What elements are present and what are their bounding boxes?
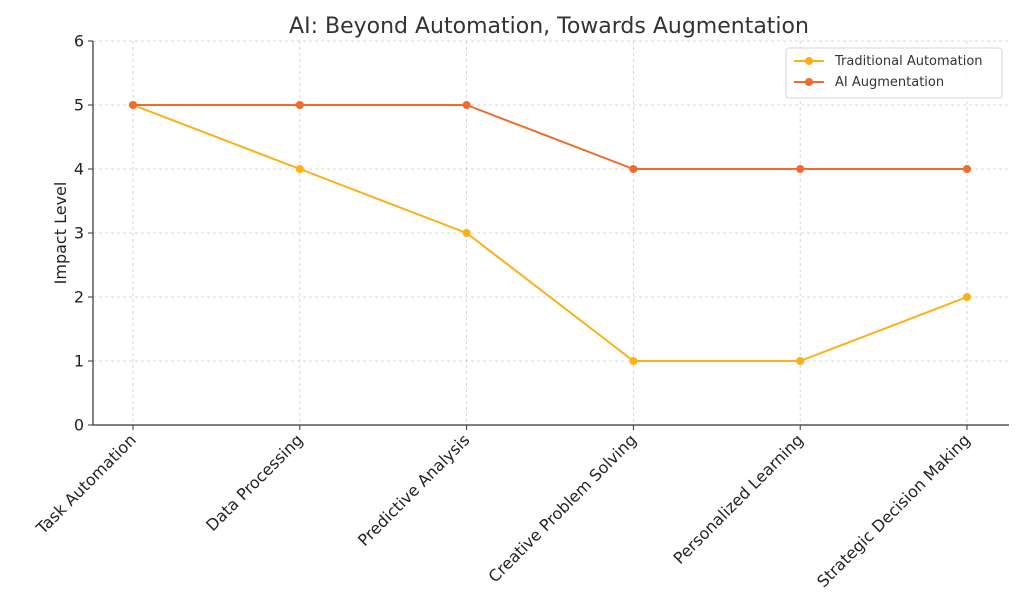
x-tick-label: Strategic Decision Making — [813, 430, 974, 591]
legend-label-ai-augmentation: AI Augmentation — [835, 75, 944, 90]
y-tick-label: 4 — [74, 160, 84, 179]
data-point-traditional-automation — [796, 357, 805, 365]
y-tick-label: 1 — [74, 352, 84, 371]
y-tick-label: 5 — [74, 96, 84, 115]
data-point-ai-augmentation — [129, 101, 137, 109]
legend-label-traditional-automation: Traditional Automation — [834, 54, 983, 69]
x-tick-label: Data Processing — [202, 430, 306, 534]
y-axis-title: Impact Level — [51, 182, 70, 285]
legend: Traditional Automation AI Augmentation — [785, 47, 1003, 99]
chart-title: AI: Beyond Automation, Towards Augmentat… — [289, 14, 809, 39]
x-tick-label: Task Automation — [32, 430, 140, 538]
x-tick-label: Personalized Learning — [670, 430, 807, 567]
series-line-traditional-automation — [132, 104, 968, 362]
data-point-traditional-automation — [295, 165, 304, 173]
data-point-ai-augmentation — [462, 101, 471, 109]
y-tick-label: 6 — [74, 32, 84, 51]
data-point-ai-augmentation — [629, 165, 638, 173]
legend-swatch-marker — [805, 78, 813, 86]
grid — [93, 40, 1009, 425]
axes — [88, 40, 1009, 430]
data-point-traditional-automation — [629, 357, 638, 365]
x-tick-label: Predictive Analysis — [354, 430, 473, 549]
data-point-ai-augmentation — [963, 165, 971, 173]
y-tick-label: 0 — [74, 416, 84, 435]
data-point-traditional-automation — [963, 293, 971, 301]
tick-labels: 0 1 2 3 4 5 6 Task Automation Data Processing Pre… — [32, 32, 974, 592]
data-point-ai-augmentation — [796, 165, 805, 173]
data-point-traditional-automation — [462, 229, 471, 237]
legend-frame — [785, 47, 1003, 99]
data-point-ai-augmentation — [295, 101, 304, 109]
x-tick-label: Creative Problem Solving — [484, 430, 640, 586]
series-group — [129, 101, 971, 365]
series-line-ai-augmentation — [133, 104, 967, 170]
y-tick-label: 2 — [74, 288, 84, 307]
y-tick-label: 3 — [74, 224, 84, 243]
legend-swatch-marker — [805, 57, 813, 65]
